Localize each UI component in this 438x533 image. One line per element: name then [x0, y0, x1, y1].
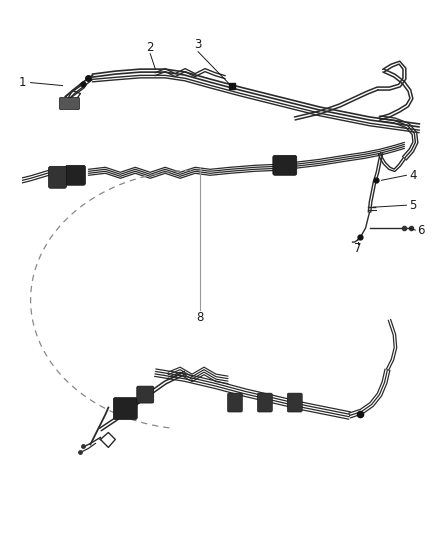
Text: 1: 1 — [19, 76, 26, 89]
Text: 5: 5 — [410, 199, 417, 212]
Text: 7: 7 — [354, 241, 361, 255]
FancyBboxPatch shape — [287, 393, 302, 412]
Text: 6: 6 — [417, 224, 425, 237]
FancyBboxPatch shape — [60, 98, 79, 109]
FancyBboxPatch shape — [227, 393, 242, 412]
Text: 2: 2 — [146, 41, 154, 54]
FancyBboxPatch shape — [137, 386, 154, 403]
Text: 3: 3 — [194, 38, 202, 51]
Text: 4: 4 — [410, 169, 417, 182]
FancyBboxPatch shape — [273, 155, 297, 175]
FancyBboxPatch shape — [258, 393, 272, 412]
Text: 8: 8 — [196, 311, 204, 325]
FancyBboxPatch shape — [66, 165, 85, 185]
FancyBboxPatch shape — [49, 166, 67, 188]
FancyBboxPatch shape — [113, 398, 137, 419]
